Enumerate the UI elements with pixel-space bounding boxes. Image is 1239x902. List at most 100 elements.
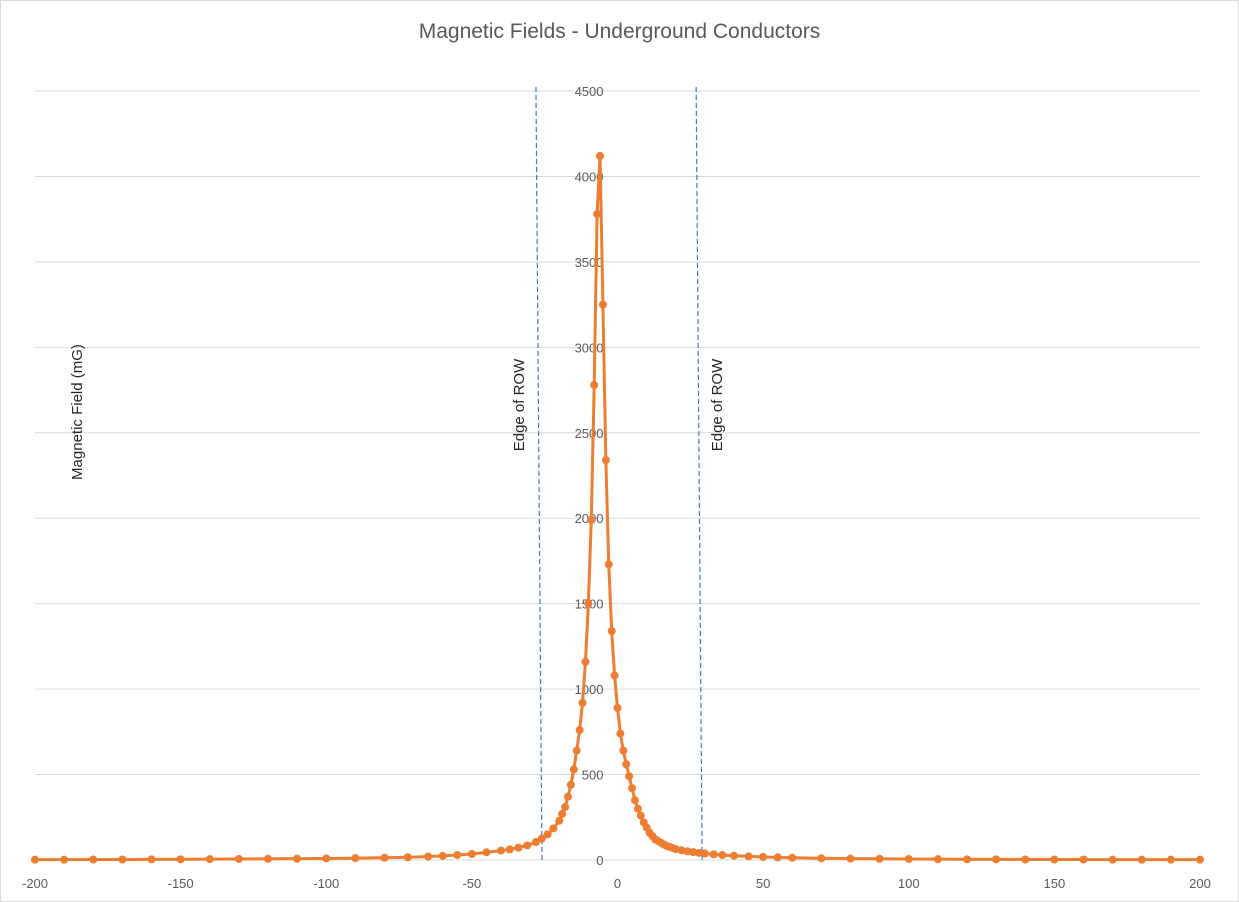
data-point (709, 850, 718, 859)
data-point (424, 852, 433, 861)
y-tick-label: 500 (582, 768, 604, 783)
data-point (1108, 855, 1117, 864)
y-tick-label: 3500 (575, 255, 604, 270)
data-point (744, 852, 753, 861)
data-point (569, 765, 578, 774)
data-point (453, 851, 462, 860)
data-point (700, 849, 709, 858)
data-point (482, 848, 491, 857)
data-point (572, 746, 581, 755)
data-point (89, 855, 98, 864)
data-point (322, 854, 331, 863)
data-point (234, 854, 243, 863)
x-tick-label: 0 (614, 876, 621, 891)
data-point (575, 726, 584, 735)
y-tick-label: 1000 (575, 682, 604, 697)
data-point (176, 855, 185, 864)
data-point (598, 300, 607, 309)
data-point (380, 853, 389, 862)
data-point (963, 855, 971, 864)
data-point (630, 796, 639, 805)
data-point (622, 760, 631, 769)
gridlines (35, 90, 1200, 861)
data-point (351, 854, 360, 863)
data-point (613, 703, 622, 712)
data-point (625, 772, 634, 781)
chart-title: Magnetic Fields - Underground Conductors (418, 20, 821, 43)
y-tick-label: 4500 (575, 84, 604, 99)
reference-lines (535, 86, 703, 861)
data-point (561, 803, 570, 812)
data-point (773, 853, 782, 862)
data-point (590, 380, 599, 389)
data-point (558, 809, 567, 818)
data-point (566, 780, 575, 789)
data-point (875, 854, 884, 863)
series-line (35, 154, 1200, 862)
data-point (264, 854, 272, 863)
data-point (628, 784, 637, 793)
data-point (933, 855, 942, 864)
edge-of-row-label: Edge of ROW (709, 358, 726, 451)
data-point (817, 854, 826, 863)
data-point (596, 151, 605, 160)
data-point (619, 746, 628, 755)
x-tick-label: -50 (462, 876, 481, 891)
edge-of-row-line (695, 86, 703, 861)
data-point (1079, 855, 1088, 864)
x-tick-label: -200 (22, 876, 48, 891)
data-point (587, 515, 596, 524)
data-point (293, 854, 302, 863)
data-point (1137, 855, 1146, 864)
data-point (1021, 855, 1030, 864)
data-point (904, 854, 913, 863)
data-point (147, 855, 156, 864)
data-point (689, 848, 698, 857)
data-point (604, 560, 613, 569)
series-points (31, 151, 1204, 864)
data-point (205, 855, 214, 864)
data-point (1196, 855, 1204, 864)
data-point (60, 855, 69, 864)
data-point (563, 792, 572, 801)
data-point (505, 845, 514, 854)
y-tick-label: 4000 (575, 169, 604, 184)
reference-labels: Edge of ROW Edge of ROW (511, 358, 726, 451)
edge-of-row-line (535, 86, 543, 861)
y-tick-label: 0 (596, 853, 603, 868)
data-point (759, 852, 768, 861)
data-point (846, 854, 855, 863)
y-tick-label: 2500 (575, 426, 604, 441)
data-point (636, 811, 645, 820)
data-point (549, 824, 558, 833)
data-point (438, 851, 447, 860)
data-point (788, 853, 797, 862)
data-point (523, 841, 532, 850)
data-point (633, 804, 642, 813)
data-point (537, 834, 546, 843)
data-point (1050, 855, 1059, 864)
x-tick-label: -150 (168, 876, 194, 891)
data-point (531, 838, 540, 847)
data-point (581, 657, 590, 666)
data-point (555, 816, 564, 825)
data-point (695, 848, 704, 857)
data-point (514, 843, 523, 852)
x-tick-label: 100 (898, 876, 920, 891)
data-point (616, 729, 625, 738)
y-axis-label: Magnetic Field (mG) (69, 344, 86, 480)
x-tick-label: 200 (1189, 876, 1211, 891)
data-point (730, 851, 738, 860)
data-point (718, 851, 727, 860)
data-point (543, 830, 552, 839)
data-point (593, 210, 602, 219)
data-point (992, 855, 1001, 864)
data-point (607, 627, 616, 636)
data-point (467, 850, 476, 859)
data-point (584, 599, 593, 608)
data-point (578, 698, 587, 707)
data-point (601, 456, 610, 465)
y-tick-label: 3000 (575, 340, 604, 355)
y-axis-ticks: 050010001500200025003000350040004500 (575, 84, 604, 868)
